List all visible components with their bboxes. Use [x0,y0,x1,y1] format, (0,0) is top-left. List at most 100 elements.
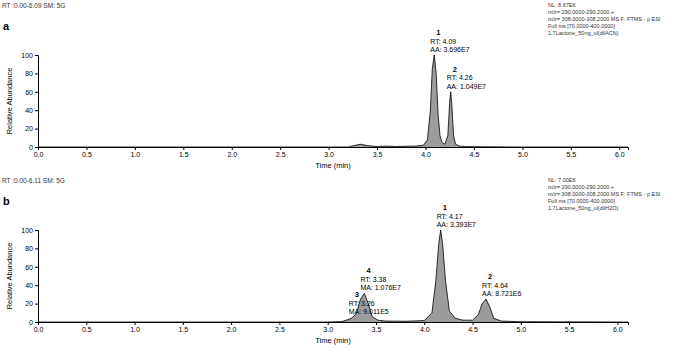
header: RT :0.00-6.09 SM: 5G [2,2,65,9]
x-tick: 1.5 [178,322,188,333]
x-tick-label: 1.0 [131,151,141,158]
info-line: 1.7Lactone_50ng_ul(dilH2O) [548,205,618,211]
x-tick-mark [329,147,330,150]
info-line: m/z= 290.0000-290.2000 + [548,9,614,15]
x-tick-mark [617,322,618,325]
y-tick: 40 [25,282,38,289]
x-tick-mark [522,147,523,150]
x-tick: 5.5 [565,322,575,333]
x-tick-label: 1.5 [178,326,188,333]
trace-fill [38,55,628,147]
x-tick-label: 2.5 [276,151,286,158]
plot-area [38,55,628,147]
x-tick-mark [328,322,329,325]
panel: RT :0.00-6.11 SM: 5GbNL: 7.00E6m/z= 290.… [2,177,661,345]
y-tick-label: 80 [25,70,33,77]
info-line: m/z= 308.0000-308.2000 MS F: FTMS - p ES… [548,16,661,22]
x-tick-mark [86,147,87,150]
info-line: Full ms [70.0000-400.0000] [548,198,615,204]
y-tick-label: 60 [25,264,33,271]
y-axis-line [35,231,39,323]
x-tick-label: 5.5 [566,151,576,158]
info-line: Full ms [70.0000-400.0000] [548,23,615,29]
y-tick: 20 [25,125,38,132]
x-tick: 2.0 [227,322,237,333]
x-tick-label: 4.0 [421,151,431,158]
x-tick: 1.5 [179,147,189,158]
panel-label: b [3,195,10,207]
info-line: m/z= 308.0000-308.2000 MS F: FTMS - p ES… [548,191,661,197]
peak-annotation: AA: 3.696E7RT: 4.091 [430,28,469,53]
x-tick-label: 0.5 [82,151,92,158]
y-tick-label: 20 [25,300,33,307]
x-tick: 3.5 [373,147,383,158]
peak-annotation: AA: 8.721E6RT: 4.642 [482,272,521,297]
peak-rt-label: RT: 3.26 [349,300,375,307]
x-tick-label: 2.5 [275,326,285,333]
x-tick: 3.5 [372,322,382,333]
y-tick-mark [35,55,38,56]
x-tick: 2.5 [276,147,286,158]
peak-area-label: AA: 3.393E7 [437,221,476,228]
x-tick-label: 5.0 [518,151,528,158]
peak-number: 2 [453,65,457,74]
y-tick-mark [35,267,38,268]
header: RT :0.00-6.11 SM: 5G [2,177,65,184]
x-tick-label: 6.0 [613,326,623,333]
trace-fill [38,230,628,322]
y-tick: 80 [25,245,38,252]
x-tick-mark [474,147,475,150]
y-tick-label: 60 [25,89,33,96]
x-tick: 2.5 [275,322,285,333]
x-axis-title: Time (min) [315,161,351,170]
x-tick-mark [183,322,184,325]
x-tick-label: 4.0 [420,326,430,333]
x-tick-label: 2.0 [227,151,237,158]
x-tick-mark [426,147,427,150]
x-tick-label: 3.0 [323,326,333,333]
x-tick: 5.5 [566,147,576,158]
y-tick-mark [35,304,38,305]
x-tick: 4.5 [470,147,480,158]
x-tick-label: 0.0 [34,326,44,333]
x-tick: 6.0 [615,147,625,158]
x-tick: 3.0 [324,147,334,158]
x-tick-mark [571,147,572,150]
y-tick-mark [35,110,38,111]
peak-number: 3 [355,290,359,299]
y-tick-mark [35,73,38,74]
peak-area-label: AA: 1.049E7 [447,83,486,90]
x-tick: 4.0 [421,147,431,158]
y-tick: 40 [25,107,38,114]
x-tick-label: 0.5 [82,326,92,333]
y-tick-label: 40 [25,282,33,289]
y-tick-mark [35,248,38,249]
x-tick-mark [521,322,522,325]
x-axis: 0.0 0.5 1.0 1.5 2.0 2.5 3.0 3.5 4.0 4.5 5.0 5.5 6.0 [34,322,629,333]
x-tick-label: 3.0 [324,151,334,158]
y-tick-label: 20 [25,125,33,132]
x-tick-label: 5.5 [565,326,575,333]
y-axis-line [35,56,39,148]
trace-line [38,55,628,147]
peak-area-label: MA: 9.011E5 [349,308,389,315]
x-tick: 3.0 [323,322,333,333]
x-tick: 4.5 [468,322,478,333]
y-tick-mark [35,322,38,323]
info-line: 1.7Lactone_50ng_ul(dilACN) [548,30,619,36]
trace-line [38,230,628,322]
y-tick-label: 0 [29,319,33,326]
x-tick-label: 5.0 [516,326,526,333]
y-tick: 60 [25,264,38,271]
panel-label: a [3,20,10,32]
figure: RT :0.00-6.09 SM: 5GaNL: 8.67E6m/z= 290.… [0,0,676,350]
y-tick-mark [35,230,38,231]
x-tick-label: 3.5 [372,326,382,333]
y-tick-mark [35,147,38,148]
y-axis: 020406080100 [21,227,38,326]
x-tick-label: 6.0 [615,151,625,158]
peak-rt-label: RT: 4.64 [482,282,508,289]
x-tick-label: 1.0 [130,326,140,333]
x-tick: 1.0 [131,147,141,158]
y-tick-label: 80 [25,245,33,252]
